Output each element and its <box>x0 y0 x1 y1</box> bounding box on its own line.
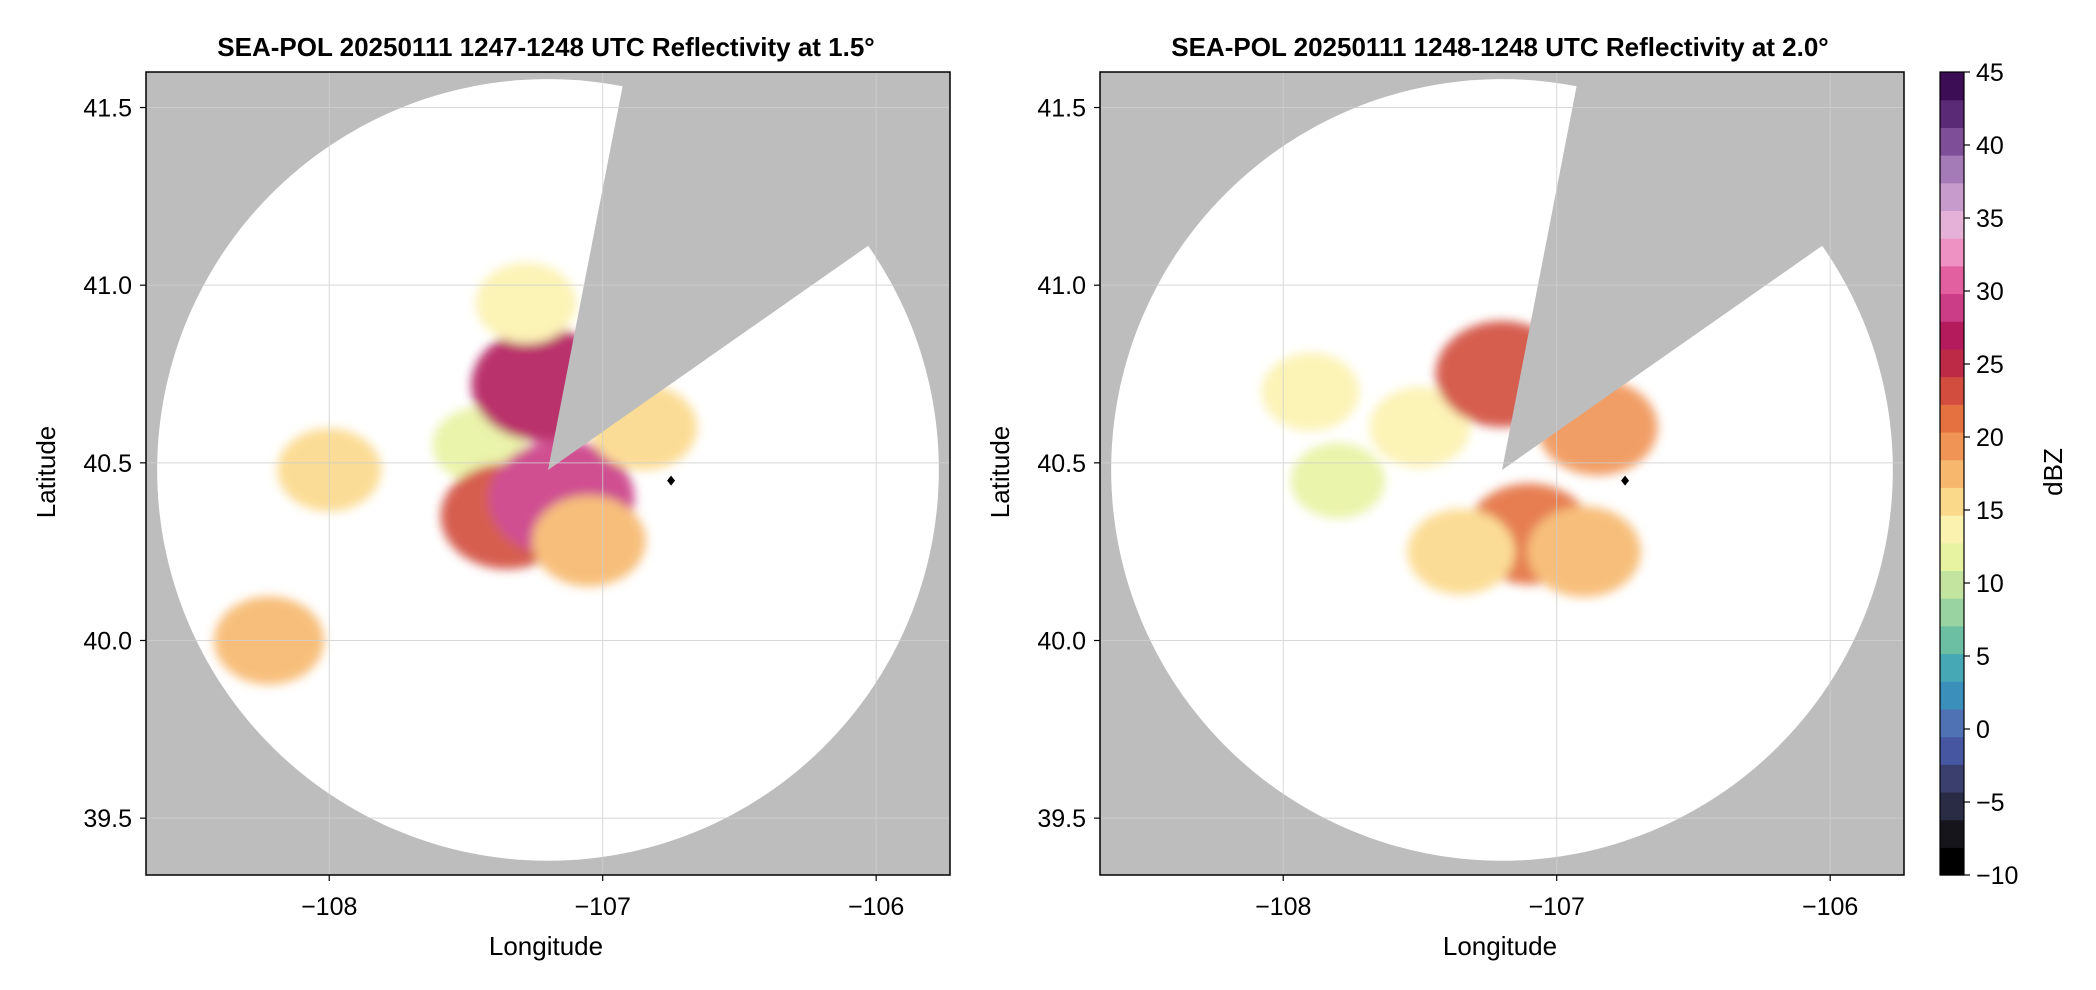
colorbar-tick-label: 40 <box>1976 132 2004 160</box>
colorbar-cell <box>1940 708 1964 738</box>
blocked-sector <box>548 84 870 470</box>
colorbar-cell <box>1940 155 1964 184</box>
colorbar-cell <box>1940 819 1964 848</box>
y-tick-label: 41.5 <box>1037 95 1086 123</box>
y-tick-label: 40.0 <box>1037 627 1086 655</box>
colorbar-cell <box>1940 376 1964 405</box>
colorbar-label: dBZ <box>2038 448 2068 496</box>
echo-cell <box>1261 352 1360 431</box>
colorbar-frame <box>1939 71 1965 876</box>
y-tick-label: 40.5 <box>83 450 132 478</box>
x-tick-label: −108 <box>1255 893 1311 921</box>
colorbar-tick-label: 0 <box>1976 716 1990 744</box>
colorbar-cell <box>1940 127 1964 156</box>
y-tick-label: 41.5 <box>83 95 132 123</box>
axes-frame <box>145 71 951 876</box>
colorbar-cell <box>1940 487 1964 516</box>
reflectivity-panel-2p0: SEA-POL 20250111 1248-1248 UTC Reflectiv… <box>985 32 1905 961</box>
colorbar-cell <box>1940 238 1964 267</box>
colorbar-tick-label: −10 <box>1976 862 2018 890</box>
y-axis-label: Latitude <box>985 426 1015 519</box>
colorbar-tick-labels: 45 40 35 30 25 20 15 10 5 0 −5 −10 <box>1964 59 2018 890</box>
colorbar-tick-label: 25 <box>1976 351 2004 379</box>
colorbar-cell <box>1940 542 1964 572</box>
y-tick-labels: 39.5 40.0 40.5 41.0 41.5 <box>1037 95 1100 833</box>
x-tick-label: −106 <box>848 893 904 921</box>
y-tick-label: 39.5 <box>1037 805 1086 833</box>
axes-frame <box>1099 71 1905 876</box>
colorbar-tick-label: 30 <box>1976 278 2004 306</box>
reflectivity-panel-1p5: SEA-POL 20250111 1247-1248 UTC Reflectiv… <box>31 32 951 961</box>
echo-field <box>1261 320 1658 598</box>
colorbar-cell <box>1940 265 1964 295</box>
colorbar-tick-label: 5 <box>1976 643 1990 671</box>
colorbar-tick-label: 35 <box>1976 205 2004 233</box>
colorbar-cell <box>1940 431 1964 461</box>
colorbar-cell <box>1940 210 1964 239</box>
grid-lines <box>1100 72 1904 875</box>
colorbar-tick-label: 10 <box>1976 570 2004 598</box>
colorbar-cell <box>1940 791 1964 821</box>
x-tick-label: −106 <box>1802 893 1858 921</box>
x-tick-label: −108 <box>301 893 357 921</box>
colorbar: 45 40 35 30 25 20 15 10 5 0 −5 −10 dBZ <box>1939 59 2068 890</box>
x-axis-label: Longitude <box>489 931 603 961</box>
colorbar-cell <box>1940 459 1964 488</box>
colorbar-cell <box>1940 515 1964 544</box>
colorbar-cell <box>1940 625 1964 655</box>
y-tick-label: 41.0 <box>83 272 132 300</box>
y-tick-labels: 39.5 40.0 40.5 41.0 41.5 <box>83 95 146 833</box>
colorbar-cell <box>1940 293 1964 322</box>
colorbar-cell <box>1940 681 1964 710</box>
colorbar-cell <box>1940 404 1964 433</box>
y-tick-label: 40.0 <box>83 627 132 655</box>
x-tick-label: −107 <box>575 893 631 921</box>
colorbar-cell <box>1940 72 1964 101</box>
colorbar-cell <box>1940 653 1964 682</box>
colorbar-cell <box>1940 99 1964 128</box>
panel-title: SEA-POL 20250111 1248-1248 UTC Reflectiv… <box>1171 32 1828 62</box>
colorbar-cell <box>1940 598 1964 627</box>
y-tick-label: 39.5 <box>83 805 132 833</box>
plot-area <box>146 72 950 875</box>
grid-lines <box>146 72 950 875</box>
colorbar-cell <box>1940 847 1964 876</box>
echo-cell <box>475 262 577 344</box>
blocked-sector <box>1502 84 1824 470</box>
colorbar-cell <box>1940 182 1964 212</box>
colorbar-cell <box>1940 764 1964 793</box>
colorbar-tick-label: −5 <box>1976 789 2005 817</box>
colorbar-cell <box>1940 348 1964 378</box>
colorbar-cells <box>1939 71 1965 876</box>
colorbar-tick-label: 20 <box>1976 424 2004 452</box>
site-marker <box>1621 475 1630 486</box>
echo-cell <box>1290 442 1386 519</box>
y-axis-label: Latitude <box>31 426 61 519</box>
site-marker <box>667 475 676 486</box>
echo-cell <box>1407 508 1515 595</box>
x-tick-label: −107 <box>1529 893 1585 921</box>
colorbar-cell <box>1940 570 1964 599</box>
x-axis-label: Longitude <box>1443 931 1557 961</box>
colorbar-tick-label: 15 <box>1976 497 2004 525</box>
x-tick-labels: −108 −107 −106 <box>301 875 904 921</box>
colorbar-cell <box>1940 736 1964 765</box>
echo-cell <box>1527 506 1641 598</box>
colorbar-cell <box>1940 321 1964 350</box>
x-tick-labels: −108 −107 −106 <box>1255 875 1858 921</box>
y-tick-label: 41.0 <box>1037 272 1086 300</box>
panel-title: SEA-POL 20250111 1247-1248 UTC Reflectiv… <box>217 32 874 62</box>
y-tick-label: 40.5 <box>1037 450 1086 478</box>
echo-cell <box>532 495 646 587</box>
colorbar-tick-label: 45 <box>1976 59 2004 87</box>
plot-area <box>1100 72 1904 875</box>
echo-cell <box>1369 386 1471 468</box>
